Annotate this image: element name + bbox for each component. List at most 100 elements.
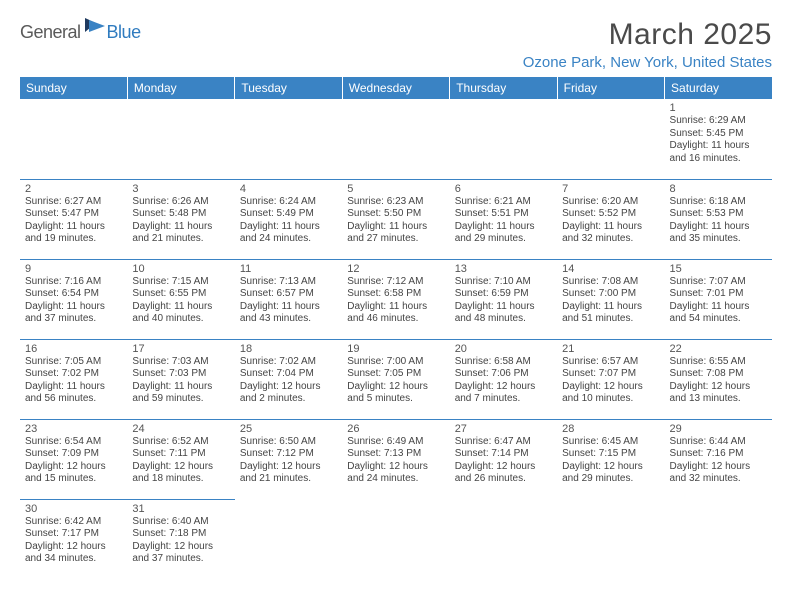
calendar-day-cell xyxy=(127,99,234,179)
daylight-text: and 24 minutes. xyxy=(240,233,337,246)
day-number: 6 xyxy=(455,183,552,195)
sunset-text: Sunset: 5:48 PM xyxy=(132,208,229,221)
calendar-day-cell: 30Sunrise: 6:42 AMSunset: 7:17 PMDayligh… xyxy=(20,499,127,579)
daylight-text: and 37 minutes. xyxy=(132,553,229,566)
sunrise-text: Sunrise: 6:42 AM xyxy=(25,516,122,529)
calendar-day-cell: 23Sunrise: 6:54 AMSunset: 7:09 PMDayligh… xyxy=(20,419,127,499)
daylight-text: Daylight: 11 hours xyxy=(240,221,337,234)
day-number: 28 xyxy=(562,423,659,435)
sunset-text: Sunset: 7:00 PM xyxy=(562,288,659,301)
calendar-day-cell: 14Sunrise: 7:08 AMSunset: 7:00 PMDayligh… xyxy=(557,259,664,339)
sunrise-text: Sunrise: 6:50 AM xyxy=(240,436,337,449)
calendar-day-cell: 6Sunrise: 6:21 AMSunset: 5:51 PMDaylight… xyxy=(450,179,557,259)
day-number: 10 xyxy=(132,263,229,275)
sunrise-text: Sunrise: 6:47 AM xyxy=(455,436,552,449)
daylight-text: and 37 minutes. xyxy=(25,313,122,326)
sunset-text: Sunset: 5:51 PM xyxy=(455,208,552,221)
calendar-day-cell xyxy=(342,99,449,179)
sunset-text: Sunset: 7:11 PM xyxy=(132,448,229,461)
sunrise-text: Sunrise: 7:02 AM xyxy=(240,356,337,369)
day-number: 15 xyxy=(670,263,767,275)
day-number: 31 xyxy=(132,503,229,515)
daylight-text: and 13 minutes. xyxy=(670,393,767,406)
daylight-text: and 29 minutes. xyxy=(562,473,659,486)
sunrise-text: Sunrise: 6:45 AM xyxy=(562,436,659,449)
daylight-text: and 16 minutes. xyxy=(670,153,767,166)
daylight-text: Daylight: 11 hours xyxy=(455,221,552,234)
calendar-day-cell: 19Sunrise: 7:00 AMSunset: 7:05 PMDayligh… xyxy=(342,339,449,419)
daylight-text: and 21 minutes. xyxy=(240,473,337,486)
sunrise-text: Sunrise: 6:20 AM xyxy=(562,196,659,209)
weekday-header: Monday xyxy=(127,77,234,99)
daylight-text: and 54 minutes. xyxy=(670,313,767,326)
weekday-header: Wednesday xyxy=(342,77,449,99)
sunrise-text: Sunrise: 7:10 AM xyxy=(455,276,552,289)
sunrise-text: Sunrise: 6:27 AM xyxy=(25,196,122,209)
sunset-text: Sunset: 7:12 PM xyxy=(240,448,337,461)
daylight-text: and 56 minutes. xyxy=(25,393,122,406)
daylight-text: and 21 minutes. xyxy=(132,233,229,246)
day-number: 25 xyxy=(240,423,337,435)
sunset-text: Sunset: 7:16 PM xyxy=(670,448,767,461)
calendar-day-cell: 24Sunrise: 6:52 AMSunset: 7:11 PMDayligh… xyxy=(127,419,234,499)
sunrise-text: Sunrise: 6:54 AM xyxy=(25,436,122,449)
sunset-text: Sunset: 7:09 PM xyxy=(25,448,122,461)
day-number: 19 xyxy=(347,343,444,355)
daylight-text: and 24 minutes. xyxy=(347,473,444,486)
daylight-text: and 32 minutes. xyxy=(562,233,659,246)
calendar-week-row: 9Sunrise: 7:16 AMSunset: 6:54 PMDaylight… xyxy=(20,259,772,339)
sunset-text: Sunset: 5:50 PM xyxy=(347,208,444,221)
sunrise-text: Sunrise: 7:12 AM xyxy=(347,276,444,289)
weekday-header: Thursday xyxy=(450,77,557,99)
calendar-day-cell: 7Sunrise: 6:20 AMSunset: 5:52 PMDaylight… xyxy=(557,179,664,259)
daylight-text: Daylight: 11 hours xyxy=(132,301,229,314)
sunset-text: Sunset: 6:54 PM xyxy=(25,288,122,301)
day-number: 3 xyxy=(132,183,229,195)
day-number: 26 xyxy=(347,423,444,435)
logo-text-general: General xyxy=(20,22,81,43)
daylight-text: and 43 minutes. xyxy=(240,313,337,326)
day-number: 8 xyxy=(670,183,767,195)
daylight-text: and 7 minutes. xyxy=(455,393,552,406)
calendar-day-cell xyxy=(450,99,557,179)
sunrise-text: Sunrise: 7:15 AM xyxy=(132,276,229,289)
day-number: 27 xyxy=(455,423,552,435)
title-block: March 2025 Ozone Park, New York, United … xyxy=(523,18,772,71)
calendar-day-cell: 2Sunrise: 6:27 AMSunset: 5:47 PMDaylight… xyxy=(20,179,127,259)
daylight-text: and 48 minutes. xyxy=(455,313,552,326)
calendar-day-cell: 17Sunrise: 7:03 AMSunset: 7:03 PMDayligh… xyxy=(127,339,234,419)
sunset-text: Sunset: 7:17 PM xyxy=(25,528,122,541)
calendar-day-cell: 5Sunrise: 6:23 AMSunset: 5:50 PMDaylight… xyxy=(342,179,449,259)
sunrise-text: Sunrise: 6:57 AM xyxy=(562,356,659,369)
day-number: 4 xyxy=(240,183,337,195)
daylight-text: and 10 minutes. xyxy=(562,393,659,406)
day-number: 21 xyxy=(562,343,659,355)
day-number: 1 xyxy=(670,102,767,114)
page-header: General Blue March 2025 Ozone Park, New … xyxy=(20,18,772,71)
calendar-day-cell xyxy=(450,499,557,579)
sunset-text: Sunset: 5:53 PM xyxy=(670,208,767,221)
daylight-text: Daylight: 11 hours xyxy=(240,301,337,314)
daylight-text: Daylight: 11 hours xyxy=(455,301,552,314)
daylight-text: Daylight: 12 hours xyxy=(562,381,659,394)
sunset-text: Sunset: 7:05 PM xyxy=(347,368,444,381)
daylight-text: and 59 minutes. xyxy=(132,393,229,406)
daylight-text: Daylight: 11 hours xyxy=(670,301,767,314)
calendar-day-cell: 15Sunrise: 7:07 AMSunset: 7:01 PMDayligh… xyxy=(665,259,772,339)
day-number: 14 xyxy=(562,263,659,275)
daylight-text: Daylight: 12 hours xyxy=(132,461,229,474)
daylight-text: and 51 minutes. xyxy=(562,313,659,326)
sunrise-text: Sunrise: 6:55 AM xyxy=(670,356,767,369)
calendar-day-cell: 18Sunrise: 7:02 AMSunset: 7:04 PMDayligh… xyxy=(235,339,342,419)
calendar-week-row: 30Sunrise: 6:42 AMSunset: 7:17 PMDayligh… xyxy=(20,499,772,579)
calendar-day-cell: 13Sunrise: 7:10 AMSunset: 6:59 PMDayligh… xyxy=(450,259,557,339)
daylight-text: and 32 minutes. xyxy=(670,473,767,486)
daylight-text: Daylight: 12 hours xyxy=(347,461,444,474)
flag-icon xyxy=(85,18,107,39)
sunset-text: Sunset: 6:58 PM xyxy=(347,288,444,301)
calendar-day-cell: 31Sunrise: 6:40 AMSunset: 7:18 PMDayligh… xyxy=(127,499,234,579)
calendar-day-cell xyxy=(235,99,342,179)
sunrise-text: Sunrise: 7:08 AM xyxy=(562,276,659,289)
day-number: 22 xyxy=(670,343,767,355)
calendar-day-cell: 4Sunrise: 6:24 AMSunset: 5:49 PMDaylight… xyxy=(235,179,342,259)
